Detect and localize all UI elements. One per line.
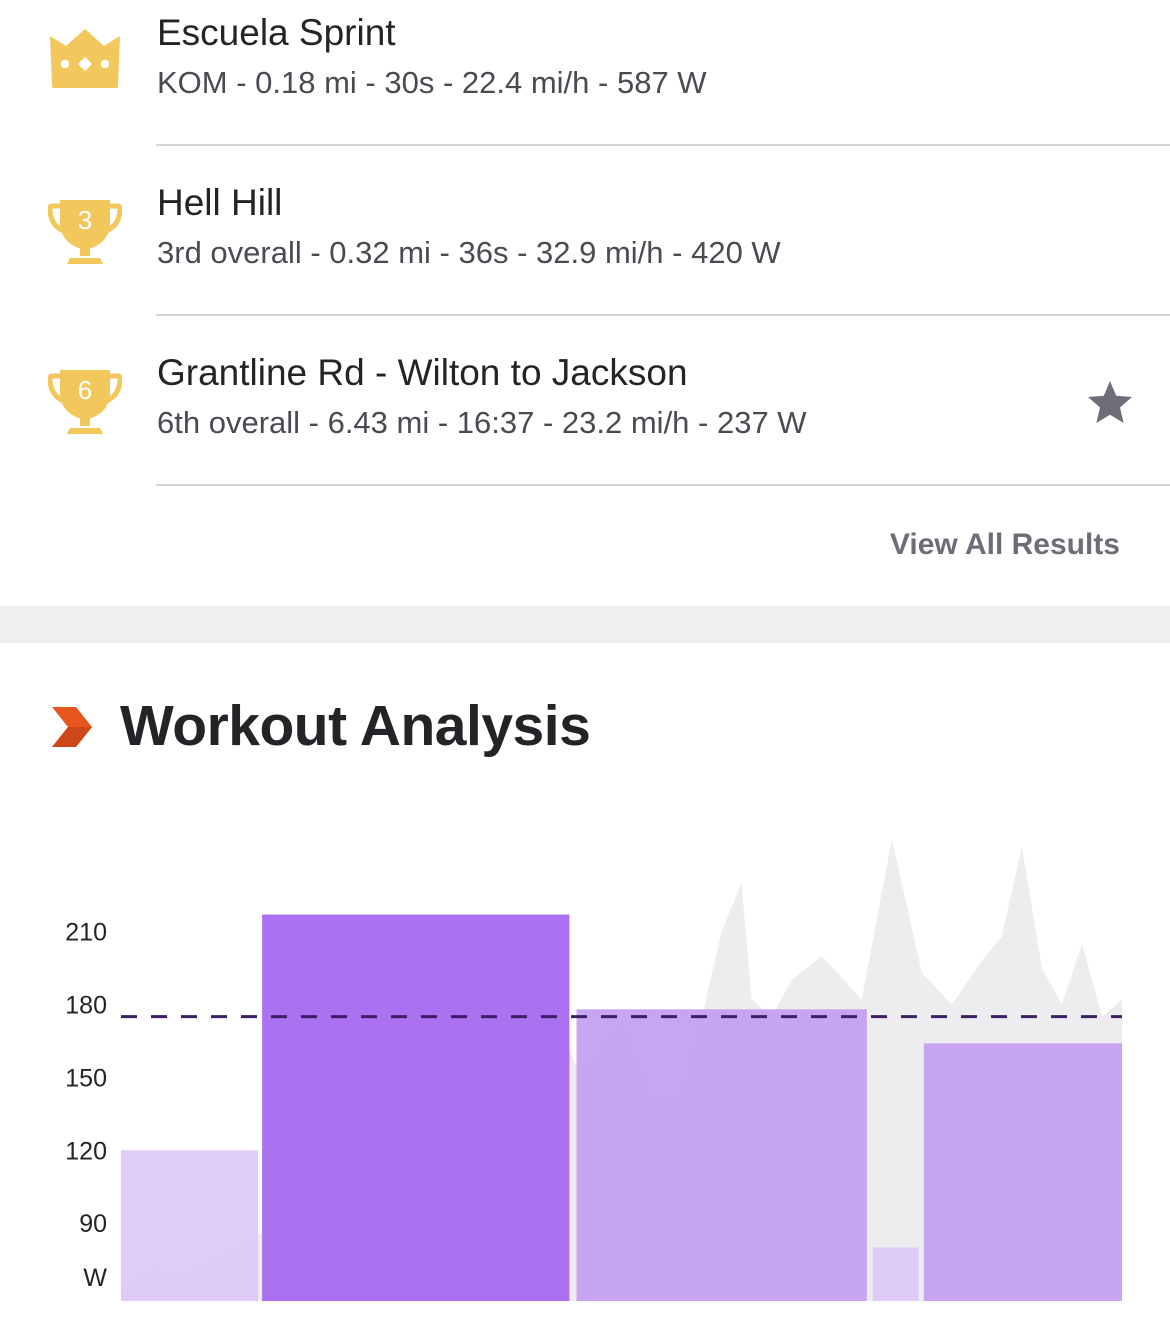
segment-name: Grantline Rd - Wilton to Jackson (157, 352, 688, 393)
chevron-right-icon (52, 707, 92, 747)
segment-name: Escuela Sprint (157, 12, 396, 53)
crown-icon (50, 29, 120, 88)
segment-row[interactable]: Escuela Sprint KOM - 0.18 mi - 30s - 22.… (0, 0, 1170, 170)
zone-bar (121, 1150, 259, 1301)
segment-stats: KOM - 0.18 mi - 30s - 22.4 mi/h - 587 W (157, 65, 707, 100)
zone-bar (576, 1009, 867, 1301)
y-tick-label: 90 (79, 1210, 107, 1238)
segment-row[interactable]: 3 Hell Hill 3rd overall - 0.32 mi - 36s … (0, 170, 1170, 340)
segment-results: Escuela Sprint KOM - 0.18 mi - 30s - 22.… (0, 0, 1170, 606)
divider (156, 314, 1170, 316)
trophy-icon: 6 (48, 370, 122, 434)
workout-analysis-section: 90 120 150 180 210 W Workout Analysis (0, 643, 1170, 1321)
rank-number: 6 (78, 375, 92, 405)
power-zone-chart: 90 120 150 180 210 W (65, 839, 1122, 1301)
divider (156, 484, 1170, 486)
zone-bar (262, 914, 570, 1301)
zone-bar (872, 1247, 919, 1301)
segment-stats: 6th overall - 6.43 mi - 16:37 - 23.2 mi/… (157, 405, 807, 440)
segment-name: Hell Hill (157, 182, 283, 223)
zone-bar (923, 1043, 1122, 1301)
y-tick-label: 210 (65, 919, 107, 947)
star-icon[interactable] (1085, 378, 1135, 428)
y-tick-label: 120 (65, 1137, 107, 1165)
segment-stats: 3rd overall - 0.32 mi - 36s - 32.9 mi/h … (157, 235, 781, 270)
y-tick-label: 180 (65, 992, 107, 1020)
trophy-icon: 3 (48, 200, 122, 264)
rank-number: 3 (78, 205, 92, 235)
section-separator (0, 606, 1170, 643)
y-axis-unit-label: W (83, 1264, 107, 1292)
segment-row[interactable]: 6 Grantline Rd - Wilton to Jackson 6th o… (0, 340, 1170, 510)
divider (156, 144, 1170, 146)
section-title: Workout Analysis (120, 694, 591, 758)
y-tick-label: 150 (65, 1064, 107, 1092)
view-all-results-button[interactable]: View All Results (889, 528, 1120, 561)
